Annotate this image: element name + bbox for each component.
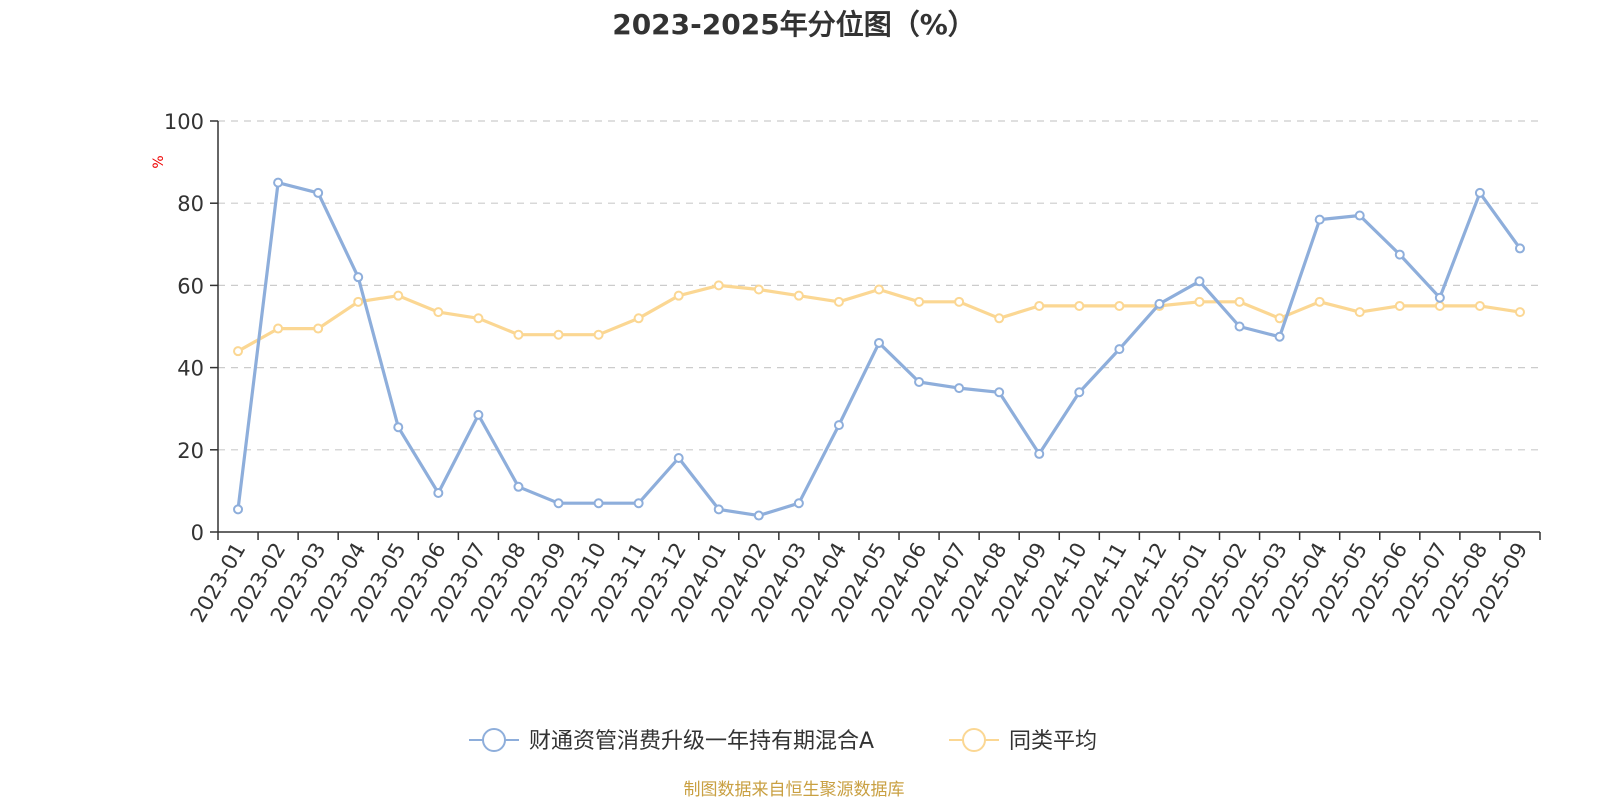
series-0	[233, 177, 1525, 521]
legend-marker-icon	[482, 728, 506, 752]
data-point[interactable]	[833, 420, 844, 431]
data-point[interactable]	[1114, 300, 1125, 311]
legend-item-1[interactable]: 同类平均	[949, 728, 1097, 754]
data-point[interactable]	[433, 487, 444, 498]
data-point[interactable]	[393, 290, 404, 301]
data-point[interactable]	[313, 187, 324, 198]
data-point[interactable]	[874, 337, 884, 348]
data-point[interactable]	[1514, 307, 1525, 318]
data-point[interactable]	[753, 510, 764, 521]
data-point[interactable]	[713, 280, 724, 291]
data-point[interactable]	[513, 329, 524, 340]
data-point[interactable]	[313, 323, 324, 334]
data-point[interactable]	[553, 329, 564, 340]
data-point[interactable]	[1194, 296, 1205, 307]
data-point[interactable]	[233, 346, 244, 357]
data-point[interactable]	[513, 481, 524, 492]
data-point[interactable]	[914, 296, 925, 307]
series-1	[233, 280, 1525, 357]
data-point[interactable]	[793, 290, 804, 301]
axes	[217, 121, 1540, 533]
y-tick-label: 40	[177, 357, 204, 381]
data-point[interactable]	[874, 284, 884, 295]
data-point[interactable]	[713, 504, 724, 515]
data-point[interactable]	[1114, 344, 1125, 355]
data-point[interactable]	[353, 296, 364, 307]
y-tick-label: 20	[177, 439, 204, 463]
data-point[interactable]	[473, 313, 484, 324]
y-tick-label: 60	[177, 274, 204, 298]
data-point[interactable]	[1234, 321, 1245, 332]
series-line	[236, 181, 1522, 518]
source-note: 制图数据来自恒生聚源数据库	[684, 780, 905, 800]
data-point[interactable]	[1474, 187, 1485, 198]
data-point[interactable]	[1234, 296, 1245, 307]
data-point[interactable]	[833, 296, 844, 307]
data-point[interactable]	[393, 422, 404, 433]
data-point[interactable]	[994, 387, 1005, 398]
data-point[interactable]	[273, 323, 284, 334]
data-point[interactable]	[1274, 313, 1285, 324]
data-point[interactable]	[1354, 307, 1365, 318]
data-point[interactable]	[353, 272, 364, 283]
data-point[interactable]	[1314, 296, 1325, 307]
data-point[interactable]	[1274, 331, 1285, 342]
legend-marker-icon	[962, 728, 986, 752]
data-point[interactable]	[273, 177, 284, 188]
series-lines	[233, 177, 1525, 521]
data-point[interactable]	[954, 296, 965, 307]
data-point[interactable]	[1434, 292, 1445, 303]
data-point[interactable]	[633, 498, 644, 509]
y-axis-ticks: 0 20 40 60 80 100	[164, 110, 218, 545]
y-axis-unit-label: %	[151, 155, 167, 168]
data-point[interactable]	[1034, 300, 1045, 311]
data-point[interactable]	[1074, 300, 1085, 311]
data-point[interactable]	[753, 284, 764, 295]
data-point[interactable]	[633, 313, 644, 324]
data-point[interactable]	[673, 453, 684, 464]
data-point[interactable]	[1034, 448, 1045, 459]
data-point[interactable]	[1394, 300, 1405, 311]
y-tick-label: 0	[191, 521, 204, 545]
legend-label: 同类平均	[1009, 729, 1097, 754]
data-point[interactable]	[1354, 210, 1365, 221]
data-point[interactable]	[1314, 214, 1325, 225]
data-point[interactable]	[553, 498, 564, 509]
data-point[interactable]	[1394, 249, 1405, 260]
data-point[interactable]	[233, 504, 244, 515]
data-point[interactable]	[1474, 300, 1485, 311]
x-axis-ticks: 2023-012023-022023-032023-042023-052023-…	[186, 532, 1541, 626]
data-point[interactable]	[1154, 298, 1165, 309]
data-point[interactable]	[593, 329, 604, 340]
data-point[interactable]	[433, 307, 444, 318]
data-point[interactable]	[994, 313, 1005, 324]
data-point[interactable]	[914, 376, 925, 387]
data-point[interactable]	[1194, 276, 1205, 287]
y-tick-label: 80	[177, 192, 204, 216]
data-point[interactable]	[793, 498, 804, 509]
y-tick-label: 100	[164, 110, 204, 134]
data-point[interactable]	[1074, 387, 1085, 398]
legend[interactable]: 财通资管消费升级一年持有期混合A 同类平均	[469, 728, 1097, 754]
data-point[interactable]	[593, 498, 604, 509]
data-point[interactable]	[473, 409, 484, 420]
legend-item-0[interactable]: 财通资管消费升级一年持有期混合A	[469, 728, 874, 754]
data-point[interactable]	[1434, 300, 1445, 311]
data-point[interactable]	[954, 383, 965, 394]
data-point[interactable]	[673, 290, 684, 301]
chart-title: 2023-2025年分位图（%）	[612, 8, 976, 41]
data-point[interactable]	[1514, 243, 1525, 254]
legend-label: 财通资管消费升级一年持有期混合A	[529, 729, 874, 754]
